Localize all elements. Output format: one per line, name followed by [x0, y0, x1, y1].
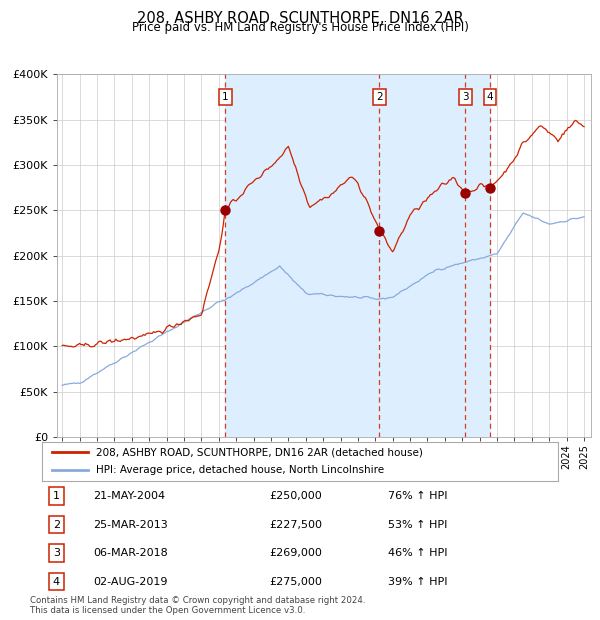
- Text: HPI: Average price, detached house, North Lincolnshire: HPI: Average price, detached house, Nort…: [96, 465, 385, 475]
- Text: 1: 1: [222, 92, 229, 102]
- Text: 4: 4: [53, 577, 60, 587]
- Text: 3: 3: [462, 92, 469, 102]
- Text: 53% ↑ HPI: 53% ↑ HPI: [388, 520, 447, 529]
- Text: 06-MAR-2018: 06-MAR-2018: [94, 548, 169, 558]
- Text: 208, ASHBY ROAD, SCUNTHORPE, DN16 2AR: 208, ASHBY ROAD, SCUNTHORPE, DN16 2AR: [137, 11, 463, 25]
- Text: 46% ↑ HPI: 46% ↑ HPI: [388, 548, 447, 558]
- Text: 3: 3: [53, 548, 60, 558]
- Text: 02-AUG-2019: 02-AUG-2019: [94, 577, 168, 587]
- Text: 2: 2: [376, 92, 383, 102]
- Bar: [226, 74, 490, 437]
- Text: Price paid vs. HM Land Registry's House Price Index (HPI): Price paid vs. HM Land Registry's House …: [131, 21, 469, 34]
- Text: 1: 1: [53, 491, 60, 501]
- Text: £227,500: £227,500: [269, 520, 322, 529]
- Text: £250,000: £250,000: [269, 491, 322, 501]
- Text: £275,000: £275,000: [269, 577, 322, 587]
- Text: 25-MAR-2013: 25-MAR-2013: [94, 520, 169, 529]
- Text: 39% ↑ HPI: 39% ↑ HPI: [388, 577, 447, 587]
- Text: 2: 2: [53, 520, 60, 529]
- Text: 21-MAY-2004: 21-MAY-2004: [94, 491, 166, 501]
- Text: 4: 4: [487, 92, 493, 102]
- Text: This data is licensed under the Open Government Licence v3.0.: This data is licensed under the Open Gov…: [30, 606, 305, 616]
- Text: 76% ↑ HPI: 76% ↑ HPI: [388, 491, 447, 501]
- Text: £269,000: £269,000: [269, 548, 322, 558]
- Text: 208, ASHBY ROAD, SCUNTHORPE, DN16 2AR (detached house): 208, ASHBY ROAD, SCUNTHORPE, DN16 2AR (d…: [96, 448, 423, 458]
- Text: Contains HM Land Registry data © Crown copyright and database right 2024.: Contains HM Land Registry data © Crown c…: [30, 596, 365, 606]
